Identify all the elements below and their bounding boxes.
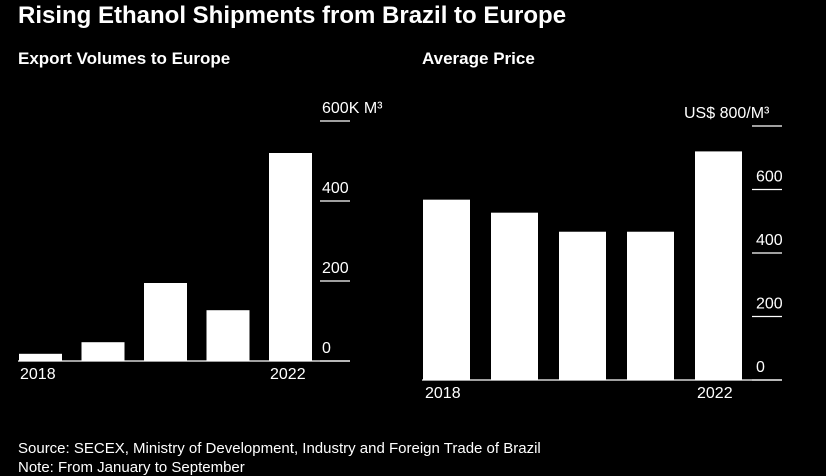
price-bar-2018 (423, 199, 470, 380)
volume-bar-2020 (144, 283, 187, 361)
price-ytick-label: 600 (756, 169, 783, 186)
price-ytick-label: 200 (756, 296, 783, 313)
price-xtick-label: 2022 (697, 385, 733, 402)
volume-bar-2018 (19, 353, 62, 361)
price-bar-2021 (627, 231, 674, 380)
footnote: Note: From January to September (18, 459, 245, 476)
price-xtick-label: 2018 (425, 385, 461, 402)
price-bar-2019 (491, 212, 538, 380)
price-bar-2022 (695, 151, 742, 380)
volume-ytick-label: 0 (322, 340, 331, 357)
chart-title-export-volumes: Export Volumes to Europe (18, 49, 231, 68)
price-ytick-label: 0 (756, 359, 765, 376)
chart-title-average-price: Average Price (422, 49, 535, 68)
volume-xtick-label: 2022 (270, 366, 306, 383)
price-ytick-label: 400 (756, 232, 783, 249)
volume-bar-2019 (81, 342, 125, 361)
volume-bar-2021 (206, 310, 250, 361)
price-bar-2020 (559, 231, 606, 380)
headline: Rising Ethanol Shipments from Brazil to … (18, 2, 567, 29)
volume-xtick-label: 2018 (20, 366, 56, 383)
average-price-chart: 0 200 400 600 US$ 800/M³ 2018 2022 (422, 105, 783, 402)
volume-ytick-label: 600K M³ (322, 100, 383, 117)
volume-ytick-label: 200 (322, 260, 349, 277)
source-note: Source: SECEX, Ministry of Development, … (18, 440, 541, 457)
export-volumes-chart: 0 200 400 600K M³ 2018 2022 (18, 100, 383, 383)
volume-bar-2022 (269, 153, 312, 361)
price-ytick-label: US$ 800/M³ (684, 105, 770, 122)
volume-ytick-label: 400 (322, 180, 349, 197)
